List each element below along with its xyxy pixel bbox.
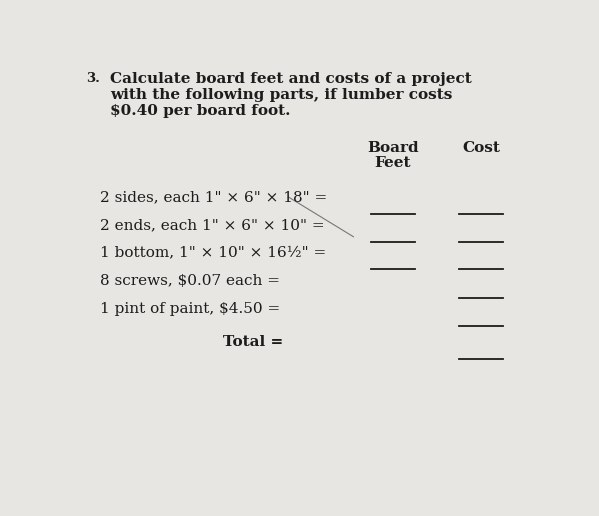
Text: 3.: 3. xyxy=(86,72,101,85)
Text: 1 pint of paint, $4.50 =: 1 pint of paint, $4.50 = xyxy=(101,302,281,316)
Text: Cost: Cost xyxy=(462,141,500,155)
Text: with the following parts, if lumber costs: with the following parts, if lumber cost… xyxy=(110,88,452,102)
Text: Calculate board feet and costs of a project: Calculate board feet and costs of a proj… xyxy=(110,72,471,86)
Text: Board: Board xyxy=(367,141,419,155)
Text: 2 sides, each 1" × 6" × 18" =: 2 sides, each 1" × 6" × 18" = xyxy=(101,190,328,204)
Text: Total =: Total = xyxy=(223,335,284,349)
Text: 8 screws, $0.07 each =: 8 screws, $0.07 each = xyxy=(101,274,280,288)
Text: 2 ends, each 1" × 6" × 10" =: 2 ends, each 1" × 6" × 10" = xyxy=(101,218,325,232)
Text: Feet: Feet xyxy=(374,156,411,170)
Text: $0.40 per board foot.: $0.40 per board foot. xyxy=(110,104,290,118)
Text: 1 bottom, 1" × 10" × 16½" =: 1 bottom, 1" × 10" × 16½" = xyxy=(101,246,326,260)
